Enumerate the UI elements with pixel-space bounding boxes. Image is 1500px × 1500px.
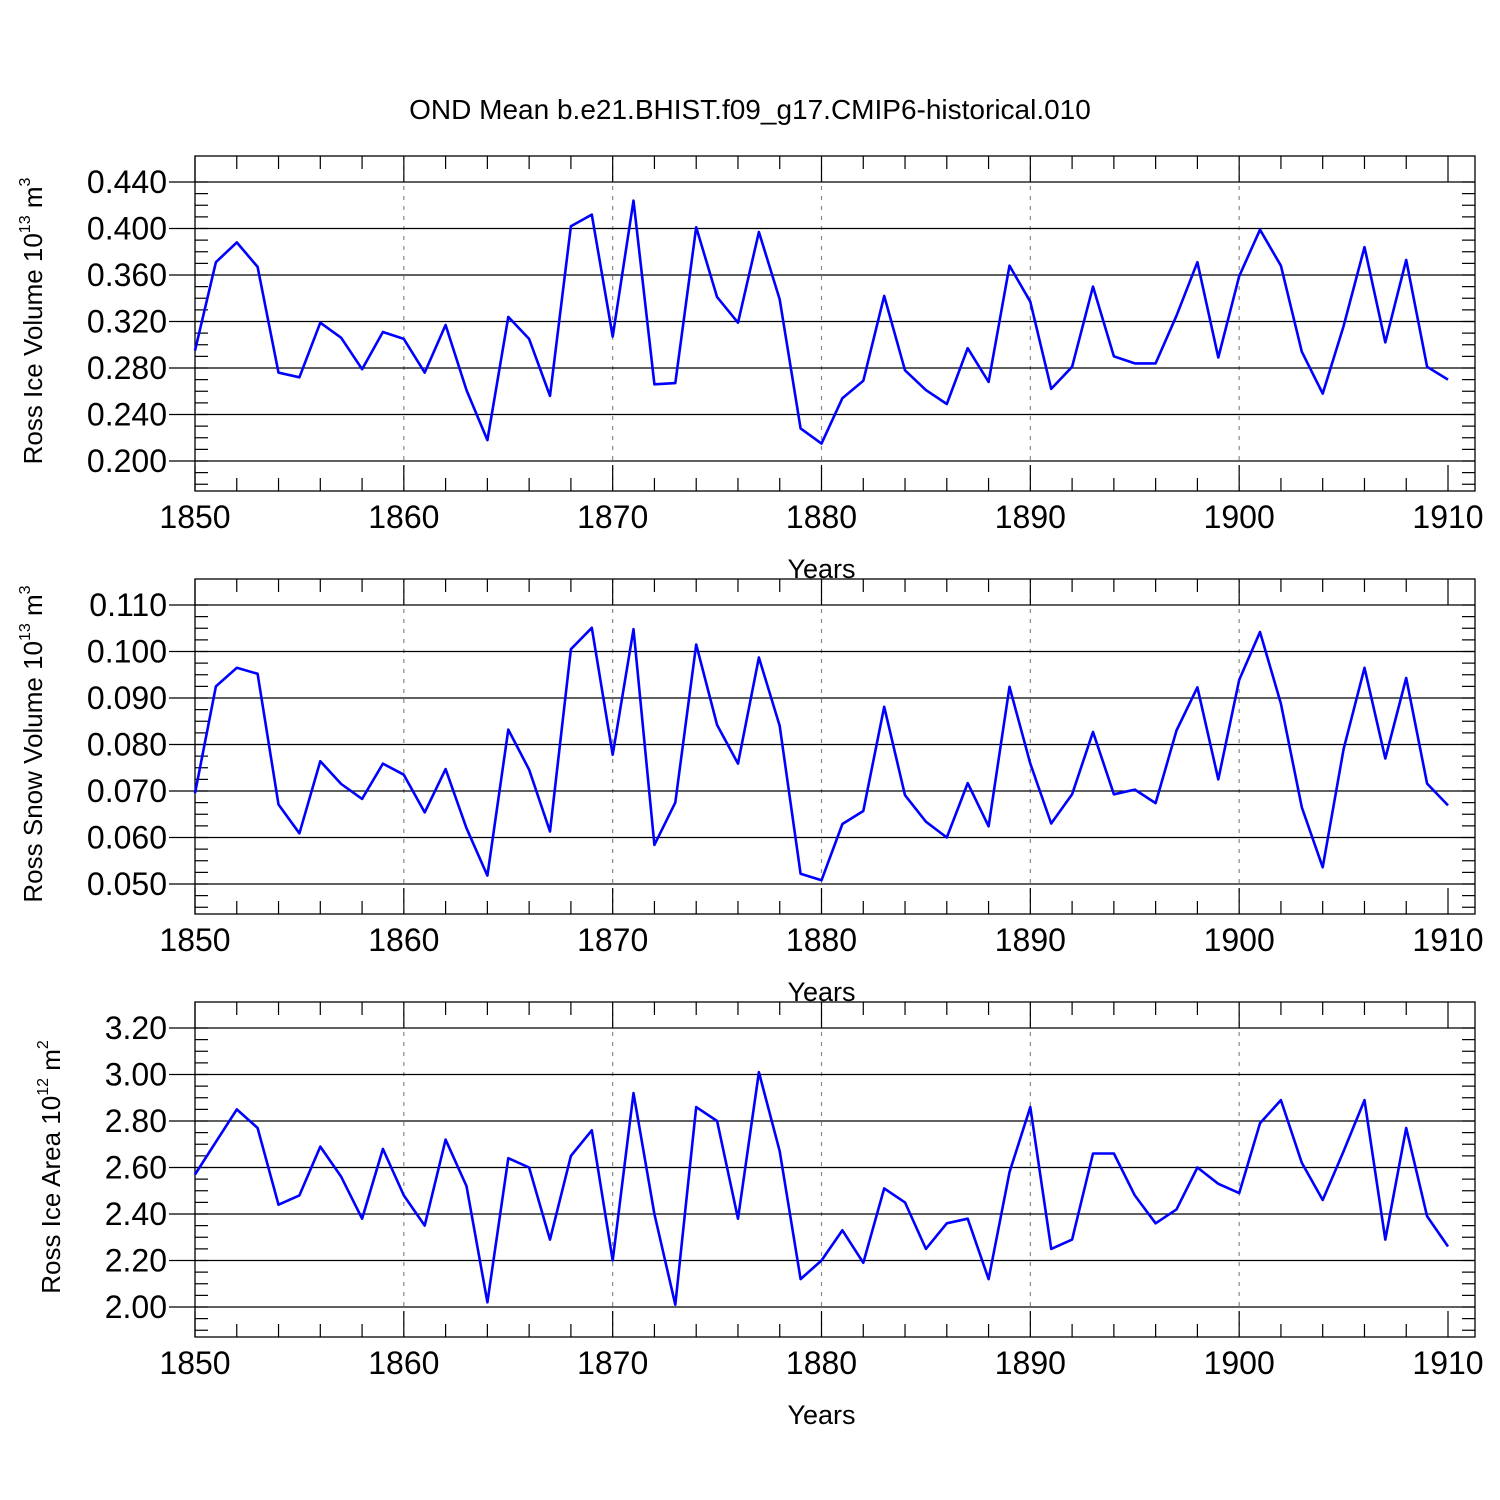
- y-tick-label: 2.20: [105, 1243, 167, 1279]
- series-line-snow-volume: [193, 626, 1449, 882]
- x-tick-label: 1890: [995, 922, 1066, 958]
- x-tick-label: 1850: [159, 922, 230, 958]
- y-tick-label: 0.360: [87, 257, 167, 293]
- y-tick-label: 0.090: [87, 680, 167, 716]
- panel-ice-volume: 0.200 0.240 0.280 0.320 0.360 0.400 0.440 1850 1…: [17, 155, 1484, 584]
- y-tick-label: 2.60: [105, 1150, 167, 1186]
- x-tick-label: 1890: [995, 1345, 1066, 1381]
- x-tick-label: 1850: [159, 1345, 230, 1381]
- x-tick-label: 1860: [368, 1345, 439, 1381]
- plot-frame: [194, 1001, 1476, 1338]
- y-tick-label: 0.080: [87, 727, 167, 763]
- y-tick-label: 0.440: [87, 164, 167, 200]
- y-tick-label: 0.240: [87, 397, 167, 433]
- plot-frame: [194, 578, 1476, 915]
- x-tick-label: 1910: [1412, 922, 1483, 958]
- y-tick-label: 0.200: [87, 443, 167, 479]
- x-tick-label: 1880: [786, 922, 857, 958]
- y-tick-label: 0.280: [87, 350, 167, 386]
- x-tick-label: 1890: [995, 499, 1066, 535]
- panel-ice-area: 2.00 2.20 2.40 2.60 2.80 3.00 3.20 1850 1860 1870…: [35, 1001, 1484, 1430]
- x-tick-label: 1910: [1412, 1345, 1483, 1381]
- x-tick-label: 1850: [159, 499, 230, 535]
- y-axis-label: Ross Ice Volume 1013 m3: [17, 177, 48, 464]
- x-tick-label: 1880: [786, 499, 857, 535]
- y-tick-label: 2.80: [105, 1103, 167, 1139]
- series-line-ice-area: [193, 1070, 1450, 1306]
- x-tick-label: 1870: [577, 499, 648, 535]
- chart-title: OND Mean b.e21.BHIST.f09_g17.CMIP6-histo…: [409, 94, 1091, 125]
- y-axis-label: Ross Ice Area 1012 m2: [35, 1040, 66, 1294]
- series-line-ice-volume: [193, 199, 1449, 445]
- y-tick-label: 3.20: [105, 1010, 167, 1046]
- panel-snow-volume: 0.050 0.060 0.070 0.080 0.090 0.100 0.110 1850 1…: [17, 578, 1484, 1007]
- y-tick-label: 0.100: [87, 634, 167, 670]
- y-tick-label: 0.070: [87, 773, 167, 809]
- x-tick-label: 1870: [577, 922, 648, 958]
- x-tick-label: 1910: [1412, 499, 1483, 535]
- y-tick-label: 0.400: [87, 211, 167, 247]
- y-tick-label: 0.320: [87, 304, 167, 340]
- y-tick-label: 0.050: [87, 866, 167, 902]
- x-tick-label: 1880: [786, 1345, 857, 1381]
- x-tick-label: 1870: [577, 1345, 648, 1381]
- y-axis-label: Ross Snow Volume 1013 m3: [17, 585, 48, 902]
- y-tick-label: 2.40: [105, 1196, 167, 1232]
- y-tick-label: 0.060: [87, 820, 167, 856]
- x-axis-label: Years: [787, 1400, 855, 1430]
- y-tick-label: 2.00: [105, 1289, 167, 1325]
- y-tick-label: 3.00: [105, 1057, 167, 1093]
- x-tick-label: 1900: [1204, 1345, 1275, 1381]
- plot-frame: [194, 155, 1476, 492]
- x-tick-label: 1900: [1204, 499, 1275, 535]
- x-tick-label: 1860: [368, 499, 439, 535]
- x-tick-label: 1860: [368, 922, 439, 958]
- x-tick-label: 1900: [1204, 922, 1275, 958]
- y-tick-label: 0.110: [89, 587, 167, 623]
